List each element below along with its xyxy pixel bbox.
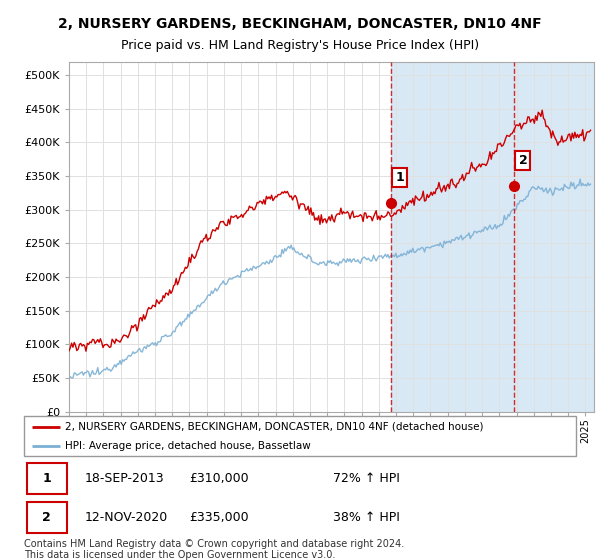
Text: 1: 1 (395, 171, 404, 184)
Text: Price paid vs. HM Land Registry's House Price Index (HPI): Price paid vs. HM Land Registry's House … (121, 39, 479, 52)
FancyBboxPatch shape (27, 463, 67, 494)
Text: 2, NURSERY GARDENS, BECKINGHAM, DONCASTER, DN10 4NF: 2, NURSERY GARDENS, BECKINGHAM, DONCASTE… (58, 17, 542, 31)
Text: £335,000: £335,000 (190, 511, 249, 524)
Text: 2: 2 (42, 511, 51, 524)
Text: 38% ↑ HPI: 38% ↑ HPI (333, 511, 400, 524)
Text: 2: 2 (518, 154, 527, 167)
Text: 18-SEP-2013: 18-SEP-2013 (85, 472, 164, 485)
Text: 2, NURSERY GARDENS, BECKINGHAM, DONCASTER, DN10 4NF (detached house): 2, NURSERY GARDENS, BECKINGHAM, DONCASTE… (65, 422, 484, 432)
Text: Contains HM Land Registry data © Crown copyright and database right 2024.
This d: Contains HM Land Registry data © Crown c… (24, 539, 404, 560)
Text: 1: 1 (42, 472, 51, 485)
Text: HPI: Average price, detached house, Bassetlaw: HPI: Average price, detached house, Bass… (65, 441, 311, 450)
Bar (391, 62, 600, 412)
FancyBboxPatch shape (27, 502, 67, 533)
Text: 12-NOV-2020: 12-NOV-2020 (85, 511, 168, 524)
FancyBboxPatch shape (24, 416, 576, 456)
Text: 72% ↑ HPI: 72% ↑ HPI (333, 472, 400, 485)
Text: £310,000: £310,000 (190, 472, 249, 485)
